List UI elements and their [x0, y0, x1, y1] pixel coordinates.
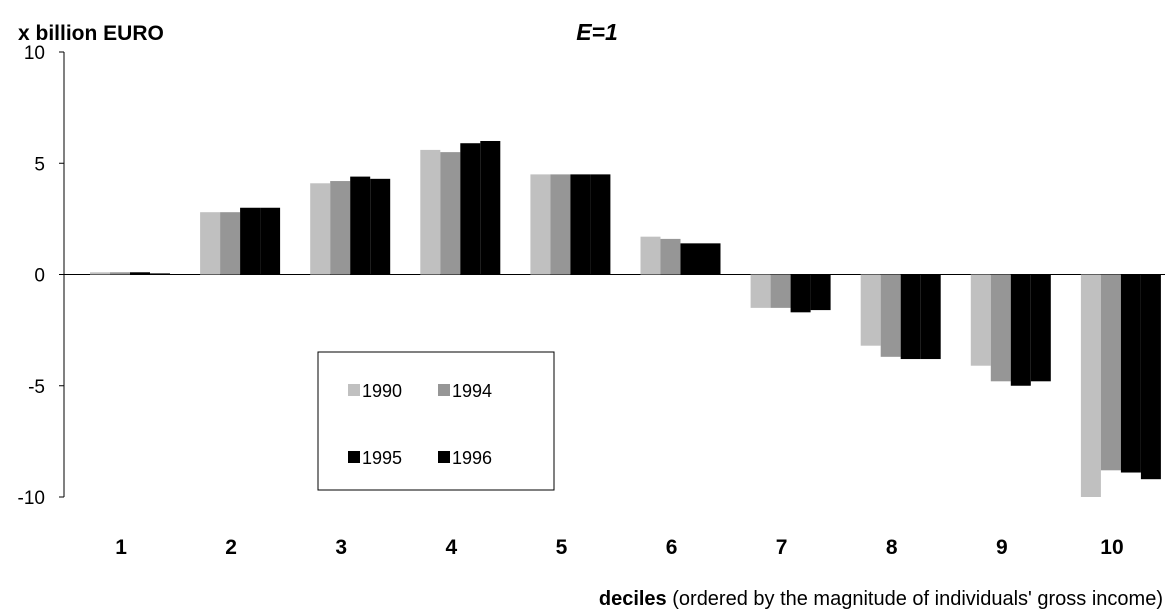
- bar-1990-decile-7: [751, 275, 771, 308]
- bar-1995-decile-3: [350, 177, 370, 275]
- y-tick-label: 0: [34, 266, 45, 287]
- bar-1994-decile-10: [1101, 275, 1121, 471]
- x-tick-label: 9: [996, 536, 1008, 559]
- bar-1996-decile-7: [811, 275, 831, 311]
- bar-1995-decile-6: [681, 243, 701, 274]
- x-axis-label-bold: deciles: [599, 588, 667, 610]
- x-tick-label: 10: [1100, 536, 1123, 559]
- bar-1990-decile-2: [200, 212, 220, 274]
- bar-1990-decile-10: [1081, 275, 1101, 498]
- y-axis-label: x billion EURO: [18, 22, 164, 45]
- bar-1996-decile-5: [590, 174, 610, 274]
- bar-1995-decile-2: [240, 208, 260, 275]
- bar-1995-decile-8: [901, 275, 921, 360]
- y-tick-label: 5: [34, 154, 45, 175]
- x-tick-label: 3: [335, 536, 347, 559]
- bar-1996-decile-2: [260, 208, 280, 275]
- bar-1994-decile-7: [771, 275, 791, 308]
- bar-1996-decile-10: [1141, 275, 1161, 480]
- bar-1995-decile-5: [570, 174, 590, 274]
- legend: 1990 1994 1995 1996: [318, 352, 554, 490]
- bar-1996-decile-4: [480, 141, 500, 275]
- x-tick-label: 7: [776, 536, 788, 559]
- bar-1996-decile-6: [701, 243, 721, 274]
- legend-swatch-1990: [348, 384, 360, 396]
- bar-1996-decile-9: [1031, 275, 1051, 382]
- x-tick-label: 2: [225, 536, 237, 559]
- bar-1996-decile-3: [370, 179, 390, 275]
- legend-box: [318, 352, 554, 490]
- bar-1990-decile-6: [641, 237, 661, 275]
- legend-swatch-1995: [348, 451, 360, 463]
- legend-swatch-1994: [438, 384, 450, 396]
- x-tick-label: 8: [886, 536, 898, 559]
- bars: [90, 141, 1161, 497]
- legend-label-1995: 1995: [362, 448, 402, 468]
- x-tick-label: 4: [446, 536, 458, 559]
- bar-1994-decile-8: [881, 275, 901, 357]
- legend-label-1994: 1994: [452, 381, 492, 401]
- bar-1995-decile-10: [1121, 275, 1141, 473]
- bar-1995-decile-4: [460, 143, 480, 274]
- x-axis-label: deciles (ordered by the magnitude of ind…: [599, 588, 1163, 610]
- x-tick-label: 1: [115, 536, 127, 559]
- bar-1994-decile-3: [330, 181, 350, 274]
- legend-label-1990: 1990: [362, 381, 402, 401]
- y-tick-label: -5: [28, 377, 45, 398]
- bar-1994-decile-2: [220, 212, 240, 274]
- bar-1990-decile-1: [90, 272, 110, 274]
- bar-1990-decile-4: [420, 150, 440, 275]
- bar-1994-decile-5: [550, 174, 570, 274]
- bar-1995-decile-7: [791, 275, 811, 313]
- bar-1996-decile-1: [150, 273, 170, 274]
- bar-1994-decile-9: [991, 275, 1011, 382]
- category-labels: 1 2 3 4 5 6 7 8 9 10: [115, 536, 1123, 559]
- bar-1990-decile-5: [530, 174, 550, 274]
- legend-label-1996: 1996: [452, 448, 492, 468]
- legend-swatch-1996: [438, 451, 450, 463]
- bar-1995-decile-9: [1011, 275, 1031, 386]
- y-tick-label: 10: [24, 43, 45, 64]
- bar-1990-decile-8: [861, 275, 881, 346]
- chart-title: E=1: [576, 19, 618, 45]
- x-tick-label: 5: [556, 536, 568, 559]
- bar-1996-decile-8: [921, 275, 941, 360]
- x-tick-label: 6: [666, 536, 678, 559]
- x-axis-label-rest: (ordered by the magnitude of individuals…: [667, 588, 1163, 610]
- bar-1995-decile-1: [130, 272, 150, 274]
- y-tick-label: -10: [18, 488, 45, 509]
- bar-1994-decile-1: [110, 272, 130, 274]
- bar-1990-decile-3: [310, 183, 330, 274]
- bar-1990-decile-9: [971, 275, 991, 366]
- bar-1994-decile-4: [440, 152, 460, 274]
- bar-1994-decile-6: [661, 239, 681, 275]
